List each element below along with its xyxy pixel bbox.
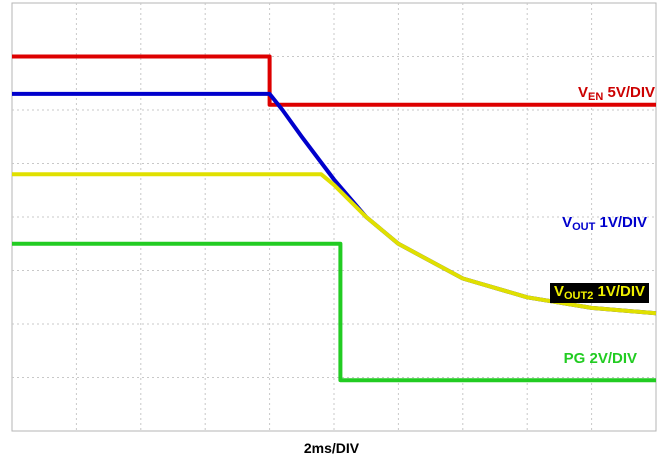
pg-trace-label: PG 2V/DIV xyxy=(563,350,637,367)
trace-4 xyxy=(12,241,656,383)
plot-traces xyxy=(12,54,657,383)
x-axis-label: 2ms/DIV xyxy=(303,440,360,456)
plot-grid xyxy=(12,3,656,431)
vout-trace-label: VOUT 1V/DIV xyxy=(562,214,647,233)
trace-3 xyxy=(12,172,657,316)
ven-trace-label: VEN 5V/DIV xyxy=(578,84,655,103)
trace-1 xyxy=(12,54,656,107)
vout2-trace-label: VOUT2 1V/DIV xyxy=(549,283,649,303)
